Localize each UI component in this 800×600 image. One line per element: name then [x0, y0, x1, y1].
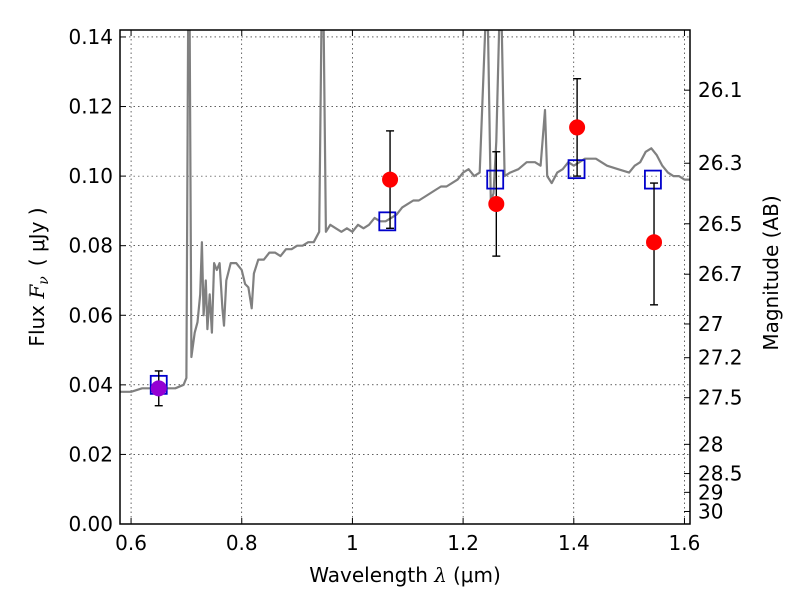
- y-tick-label: 0.10: [68, 164, 113, 188]
- ticks: 0.6 0.8 1 1.2 1.4 1.6 0.00 0.02 0.04 0.06 0.08 0.10…: [68, 25, 742, 555]
- right-tick-label: 26.7: [698, 262, 743, 286]
- model-square-marker: [644, 169, 662, 190]
- y-axis-label-prefix: Flux: [25, 299, 49, 347]
- y-axis-label-symbol: F: [25, 284, 49, 300]
- data-point: [150, 380, 167, 397]
- y-tick-label: 0.00: [68, 512, 113, 536]
- data-point: [382, 171, 399, 188]
- y-tick-label: 0.04: [68, 373, 113, 397]
- x-tick-label: 0.6: [115, 531, 147, 555]
- y-tick-label: 0.14: [68, 25, 113, 49]
- y-tick-label: 0.02: [68, 442, 113, 466]
- x-tick-label: 0.8: [226, 531, 258, 555]
- right-tick-label: 26.3: [698, 151, 743, 175]
- y-axis-label: Flux Fν ( μJy ): [25, 207, 52, 346]
- data-point: [488, 195, 505, 212]
- x-axis-label-symbol: λ: [433, 563, 447, 587]
- data-point: [569, 119, 586, 136]
- model-square-marker: [486, 169, 505, 190]
- right-tick-label: 27.2: [698, 346, 743, 370]
- y-tick-label: 0.06: [68, 303, 113, 327]
- right-tick-label: 29: [698, 480, 723, 504]
- right-axis-label: Magnitude (AB): [759, 195, 783, 350]
- x-axis-label: Wavelength λ (μm): [309, 563, 501, 587]
- y-axis-label-unit: ( μJy ): [25, 207, 49, 266]
- y-tick-label: 0.12: [68, 95, 113, 119]
- data-point: [646, 234, 663, 251]
- right-tick-label: 26.1: [698, 78, 743, 102]
- axis-labels: Wavelength λ (μm) Flux Fν ( μJy ) Magnitude …: [25, 195, 783, 587]
- x-axis-label-prefix: Wavelength: [309, 563, 434, 587]
- series-layer: [120, 30, 690, 407]
- right-tick-label: 28.5: [698, 462, 743, 486]
- right-tick-label: 28: [698, 432, 723, 456]
- x-tick-label: 1: [346, 531, 359, 555]
- y-axis-label-subscript: ν: [36, 276, 52, 285]
- x-axis-label-unit: (μm): [453, 563, 501, 587]
- right-tick-label: 27: [698, 312, 723, 336]
- right-tick-label: 27.5: [698, 386, 743, 410]
- plot-frame: [119, 29, 691, 525]
- right-tick-label: 30: [698, 499, 723, 523]
- x-tick-label: 1.2: [447, 531, 479, 555]
- x-tick-label: 1.6: [669, 531, 701, 555]
- x-tick-label: 1.4: [558, 531, 590, 555]
- right-tick-label: 26.5: [698, 212, 743, 236]
- y-tick-label: 0.08: [68, 234, 113, 258]
- spectrum-line: [120, 30, 690, 393]
- model-square-marker: [378, 211, 397, 232]
- grid-lines: [120, 30, 690, 525]
